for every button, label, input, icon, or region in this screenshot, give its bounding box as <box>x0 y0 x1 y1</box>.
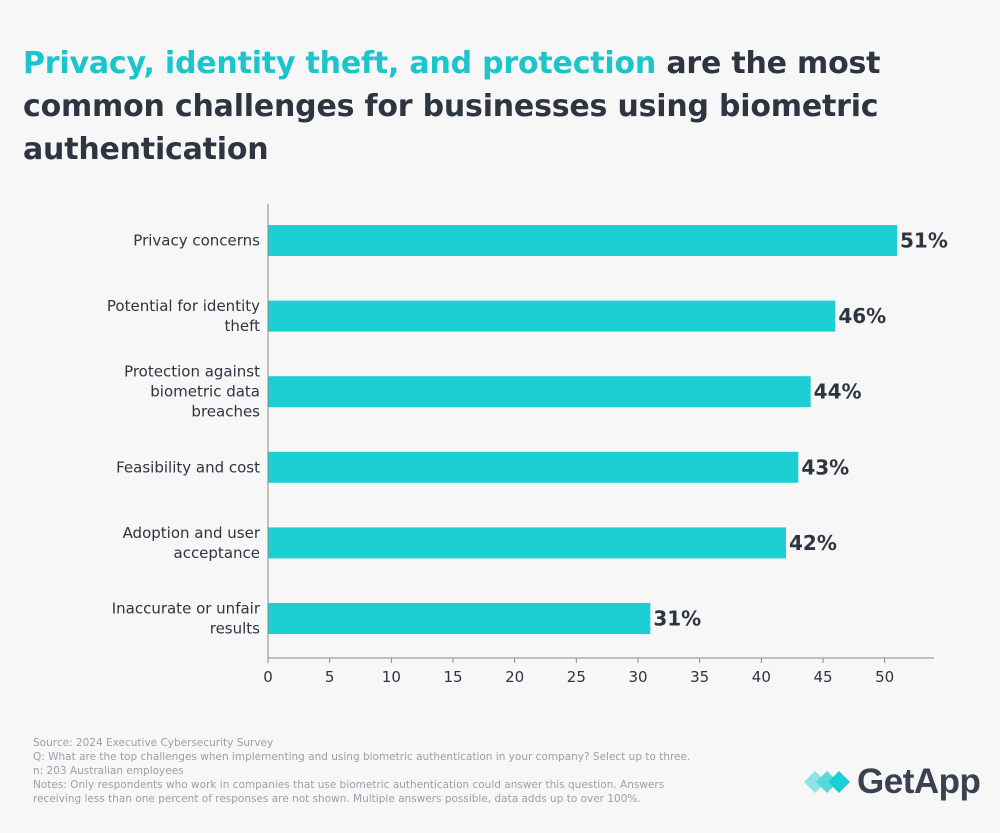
x-tick-label-7: 35 <box>690 668 709 686</box>
category-label-3-line-0: Feasibility and cost <box>116 458 260 476</box>
bar-2 <box>268 376 811 408</box>
x-tick-label-3: 15 <box>443 668 462 686</box>
x-tick-label-10: 50 <box>875 668 894 686</box>
chart-title-rest: are the most common challenges for busin… <box>23 46 881 167</box>
category-label-4-line-1: acceptance <box>174 544 261 562</box>
source-note: Source: 2024 Executive Cybersecurity Sur… <box>33 737 274 749</box>
category-label-0-line-0: Privacy concerns <box>133 232 260 250</box>
category-label-0: Privacy concerns <box>133 232 260 250</box>
category-label-2: Protection against biometric data breaches <box>124 363 260 421</box>
category-label-1-line-0: Potential for identity <box>107 297 260 315</box>
value-label-2: 44% <box>814 380 862 404</box>
footnotes: Source: 2024 Executive Cybersecurity Sur… <box>33 736 753 806</box>
category-label-4-line-0: Adoption and user <box>123 524 261 542</box>
notes-line-2: receiving less than one percent of respo… <box>33 793 641 805</box>
category-label-1-line-1: theft <box>224 317 260 335</box>
x-tick-label-6: 30 <box>628 668 647 686</box>
value-label-0: 51% <box>900 229 948 253</box>
chart-title-highlight: Privacy, identity theft, and protection <box>23 46 657 81</box>
getapp-chevron-icon <box>804 771 850 793</box>
category-label-2-line-0: Protection against <box>124 363 260 381</box>
category-label-5-line-1: results <box>210 620 260 638</box>
category-label-3: Feasibility and cost <box>116 458 260 476</box>
bar-1 <box>268 300 836 332</box>
value-label-3: 43% <box>801 455 849 479</box>
category-label-1: Potential for identity theft <box>107 297 260 335</box>
category-label-5-line-0: Inaccurate or unfair <box>112 600 261 618</box>
category-label-2-line-2: breaches <box>191 403 260 421</box>
bar-4 <box>268 527 786 559</box>
category-label-2-line-1: biometric data <box>150 383 260 401</box>
x-tick-label-2: 10 <box>382 668 401 686</box>
question-note: Q: What are the top challenges when impl… <box>33 751 691 763</box>
sample-note: n: 203 Australian employees <box>33 765 184 777</box>
getapp-logo: GetApp <box>804 762 981 802</box>
x-tick-label-0: 0 <box>263 668 273 686</box>
notes-line-1: Notes: Only respondents who work in comp… <box>33 779 665 791</box>
category-label-4: Adoption and user acceptance <box>123 524 261 562</box>
getapp-logo-text: GetApp <box>857 762 981 801</box>
bar-3 <box>268 451 799 483</box>
value-label-1: 46% <box>838 304 886 328</box>
bars-group: 51% Privacy concerns 46% Potential for iden… <box>107 225 948 638</box>
category-label-5: Inaccurate or unfair results <box>112 600 261 638</box>
x-tick-label-9: 45 <box>813 668 832 686</box>
x-tick-label-4: 20 <box>505 668 524 686</box>
x-tick-label-1: 5 <box>325 668 335 686</box>
x-axis: 0 5 10 15 20 25 30 35 40 45 50 <box>263 657 934 686</box>
value-label-5: 31% <box>653 607 701 631</box>
x-tick-label-8: 40 <box>752 668 771 686</box>
value-label-4: 42% <box>789 531 837 555</box>
x-tick-label-5: 25 <box>567 668 586 686</box>
bar-5 <box>268 603 651 634</box>
chart-title: Privacy, identity theft, and protection … <box>23 42 953 171</box>
bar-0 <box>268 225 897 256</box>
